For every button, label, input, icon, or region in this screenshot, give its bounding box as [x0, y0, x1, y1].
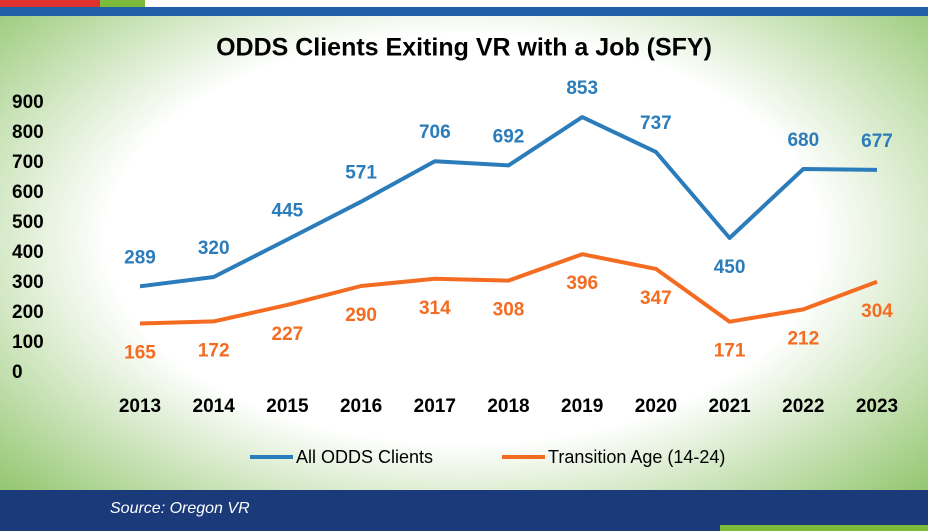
chart-title: ODDS Clients Exiting VR with a Job (SFY) — [216, 34, 712, 62]
data-label: 853 — [566, 78, 598, 99]
y-tick-label: 400 — [12, 242, 44, 263]
stripe — [100, 0, 145, 7]
x-tick-label: 2017 — [414, 396, 456, 417]
legend-label: Transition Age (14-24) — [548, 447, 725, 467]
stripe — [145, 0, 928, 7]
data-label: 165 — [124, 343, 156, 364]
data-label: 396 — [566, 273, 598, 294]
data-label: 677 — [861, 131, 893, 152]
bottom-band — [0, 490, 928, 531]
y-tick-label: 200 — [12, 302, 44, 323]
stripe — [720, 525, 928, 531]
data-label: 450 — [714, 257, 746, 278]
y-tick-label: 900 — [12, 92, 44, 113]
data-label: 304 — [861, 301, 893, 322]
x-tick-label: 2015 — [266, 396, 309, 417]
x-tick-label: 2018 — [487, 396, 529, 417]
stripe — [0, 0, 100, 7]
x-tick-label: 2014 — [193, 396, 236, 417]
data-label: 212 — [787, 328, 819, 349]
data-label: 172 — [198, 340, 230, 361]
data-label: 706 — [419, 122, 451, 143]
series-line — [139, 115, 878, 289]
y-tick-label: 600 — [12, 182, 44, 203]
y-tick-label: 500 — [12, 212, 44, 233]
data-label: 737 — [640, 113, 672, 134]
source: Source: Oregon VR — [110, 500, 250, 517]
data-label: 227 — [272, 324, 304, 345]
y-tick-label: 0 — [12, 362, 23, 383]
data-label: 314 — [419, 298, 451, 319]
x-tick-label: 2013 — [119, 396, 161, 417]
data-label: 445 — [272, 201, 304, 222]
data-label: 692 — [493, 126, 525, 147]
y-tick-label: 800 — [12, 122, 44, 143]
data-label: 308 — [493, 300, 525, 321]
data-label: 571 — [345, 163, 377, 184]
x-tick-label: 2022 — [782, 396, 824, 417]
data-label: 289 — [124, 247, 156, 268]
data-label: 680 — [787, 130, 819, 151]
data-label: 320 — [198, 238, 230, 259]
y-tick-label: 100 — [12, 332, 44, 353]
data-label: 171 — [714, 341, 746, 362]
x-tick-label: 2020 — [635, 396, 677, 417]
series-line — [139, 252, 878, 326]
y-tick-label: 300 — [12, 272, 44, 293]
x-tick-label: 2019 — [561, 396, 603, 417]
data-label: 347 — [640, 288, 672, 309]
x-tick-label: 2023 — [856, 396, 898, 417]
legend-label: All ODDS Clients — [296, 447, 433, 467]
y-tick-label: 700 — [12, 152, 44, 173]
data-label: 290 — [345, 305, 377, 326]
x-tick-label: 2016 — [340, 396, 382, 417]
top-band — [0, 7, 928, 16]
x-tick-label: 2021 — [708, 396, 751, 417]
